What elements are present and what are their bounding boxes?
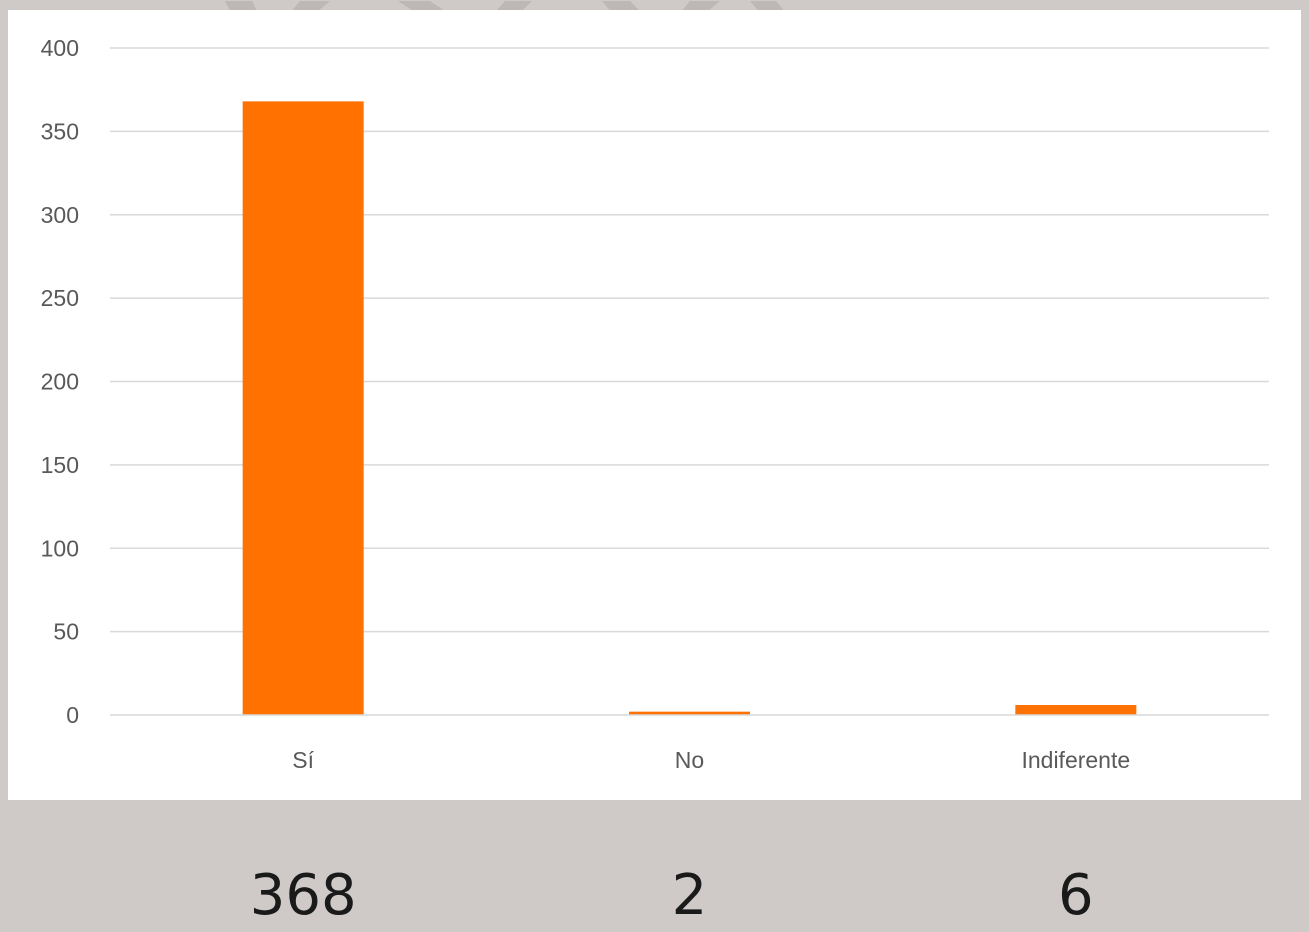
x-tick-label: Indiferente	[1021, 747, 1130, 773]
bar-0	[242, 101, 364, 716]
y-tick-label: 350	[41, 118, 79, 144]
y-tick-label: 150	[41, 452, 79, 478]
y-tick-label: 100	[41, 535, 79, 561]
y-tick-label: 200	[41, 369, 79, 395]
x-tick-label: No	[675, 747, 704, 773]
y-tick-label: 250	[41, 285, 79, 311]
y-tick-label: 400	[41, 35, 79, 61]
y-tick-label: 300	[41, 202, 79, 228]
x-tick-label: Sí	[292, 747, 314, 773]
y-tick-label: 50	[53, 619, 79, 645]
bars	[242, 101, 1137, 716]
bar-1	[629, 711, 750, 715]
total-value: 6	[1058, 863, 1094, 928]
y-axis-ticks: 0 50 100 150 200 250 300 350 400	[41, 35, 79, 728]
watermark	[0, 0, 1309, 12]
bar-chart: 0 50 100 150 200 250 300 350 400 Sí No Indiferente	[41, 35, 1269, 773]
x-axis-ticks: Sí No Indiferente	[292, 747, 1130, 773]
y-tick-label: 0	[66, 702, 79, 728]
totals-row: 368 2 6	[0, 860, 1309, 928]
bar-2	[1015, 704, 1137, 715]
chart-panel: 0 50 100 150 200 250 300 350 400 Sí No Indiferente	[8, 10, 1301, 800]
total-value: 2	[671, 863, 708, 928]
total-value: 368	[249, 863, 357, 928]
